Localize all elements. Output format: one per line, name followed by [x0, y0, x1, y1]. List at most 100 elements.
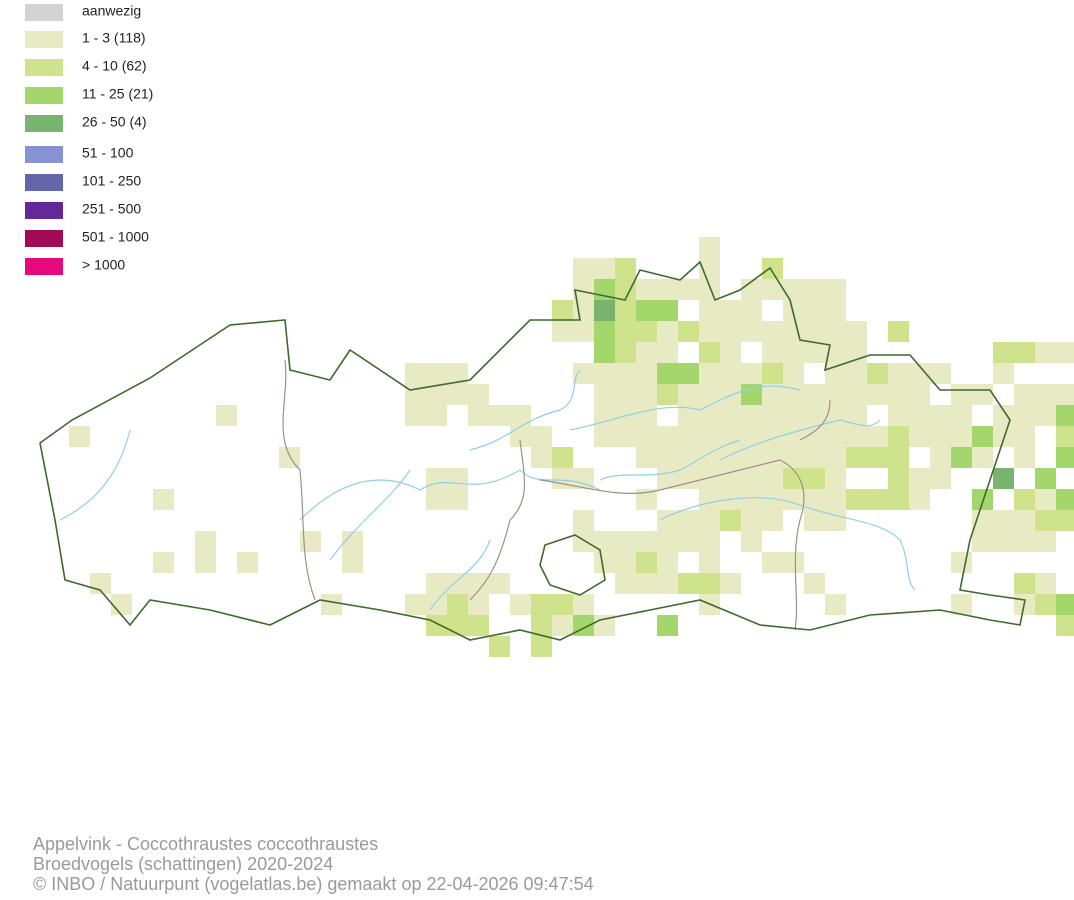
- grid-cell: [1035, 384, 1056, 405]
- grid-cell: [825, 594, 846, 615]
- grid-cell: [1056, 594, 1074, 615]
- legend-label: 4 - 10 (62): [82, 58, 147, 74]
- grid-cell: [657, 384, 678, 405]
- grid-cell: [993, 405, 1014, 426]
- grid-cell: [531, 594, 552, 615]
- grid-cell: [657, 342, 678, 363]
- grid-cell: [825, 426, 846, 447]
- footer-credit: © INBO / Natuurpunt (vogelatlas.be) gema…: [33, 874, 594, 894]
- grid-cell: [1014, 426, 1035, 447]
- grid-cell: [594, 300, 615, 321]
- grid-cell: [594, 321, 615, 342]
- grid-cell: [279, 447, 300, 468]
- grid-cell: [426, 363, 447, 384]
- grid-cell: [573, 279, 594, 300]
- grid-cell: [678, 321, 699, 342]
- legend-label: aanwezig: [82, 3, 141, 19]
- grid-cell: [468, 384, 489, 405]
- legend-label: > 1000: [82, 257, 125, 273]
- grid-cell: [1035, 531, 1056, 552]
- grid-cell: [993, 531, 1014, 552]
- grid-cell: [657, 468, 678, 489]
- grid-cell: [951, 405, 972, 426]
- grid-cell: [951, 384, 972, 405]
- grid-cell: [951, 447, 972, 468]
- grid-cell: [1014, 510, 1035, 531]
- grid-cell: [657, 531, 678, 552]
- grid-cell: [447, 573, 468, 594]
- grid-cell: [552, 594, 573, 615]
- grid-cell: [804, 489, 825, 510]
- grid-cell: [804, 279, 825, 300]
- grid-cell: [783, 552, 804, 573]
- grid-cell: [636, 552, 657, 573]
- grid-cell: [615, 321, 636, 342]
- grid-cell: [426, 594, 447, 615]
- grid-cell: [867, 489, 888, 510]
- grid-cell: [657, 510, 678, 531]
- grid-cell: [888, 363, 909, 384]
- grid-cell: [741, 279, 762, 300]
- grid-cell: [846, 426, 867, 447]
- grid-cell: [972, 510, 993, 531]
- grid-cell: [615, 342, 636, 363]
- grid-cell: [573, 321, 594, 342]
- grid-cell: [909, 489, 930, 510]
- grid-cell: [636, 342, 657, 363]
- grid-cell: [699, 363, 720, 384]
- grid-cell: [846, 405, 867, 426]
- grid-cell: [1014, 531, 1035, 552]
- grid-cell: [951, 594, 972, 615]
- grid-cell: [552, 447, 573, 468]
- grid-cell: [741, 531, 762, 552]
- grid-cell: [699, 552, 720, 573]
- grid-cell: [720, 384, 741, 405]
- legend-swatch: [25, 174, 63, 191]
- grid-cell: [1056, 615, 1074, 636]
- grid-cell: [447, 594, 468, 615]
- grid-cell: [447, 615, 468, 636]
- grid-cell: [531, 636, 552, 657]
- grid-cell: [762, 258, 783, 279]
- grid-cell: [804, 321, 825, 342]
- grid-cell: [195, 531, 216, 552]
- grid-cell: [699, 447, 720, 468]
- grid-cell: [1014, 447, 1035, 468]
- grid-cell: [762, 552, 783, 573]
- grid-cell: [1035, 510, 1056, 531]
- grid-cell: [1035, 405, 1056, 426]
- grid-cell: [1014, 384, 1035, 405]
- grid-cell: [825, 510, 846, 531]
- legend-label: 51 - 100: [82, 145, 134, 161]
- grid-cell: [741, 447, 762, 468]
- legend-swatch: [25, 202, 63, 219]
- grid-cell: [447, 489, 468, 510]
- legend-label: 1 - 3 (118): [82, 30, 146, 46]
- grid-cell: [888, 384, 909, 405]
- grid-cell: [615, 300, 636, 321]
- grid-cell: [678, 405, 699, 426]
- grid-cell: [489, 636, 510, 657]
- grid-cell: [930, 447, 951, 468]
- grid-cell: [699, 300, 720, 321]
- grid-cell: [720, 321, 741, 342]
- grid-cell: [783, 468, 804, 489]
- grid-cell: [993, 510, 1014, 531]
- grid-cell: [1035, 468, 1056, 489]
- grid-cell: [426, 405, 447, 426]
- grid-cell: [447, 363, 468, 384]
- legend-swatch: [25, 87, 63, 104]
- grid-cell: [699, 321, 720, 342]
- grid-cell: [972, 531, 993, 552]
- grid-cell: [909, 426, 930, 447]
- grid-cell: [405, 594, 426, 615]
- grid-cell: [594, 531, 615, 552]
- grid-cell: [762, 426, 783, 447]
- grid-cell: [573, 468, 594, 489]
- grid-cell: [1056, 342, 1074, 363]
- grid-cell: [699, 426, 720, 447]
- grid-cell: [909, 363, 930, 384]
- grid-cell: [573, 510, 594, 531]
- grid-cell: [867, 426, 888, 447]
- grid-cell: [930, 405, 951, 426]
